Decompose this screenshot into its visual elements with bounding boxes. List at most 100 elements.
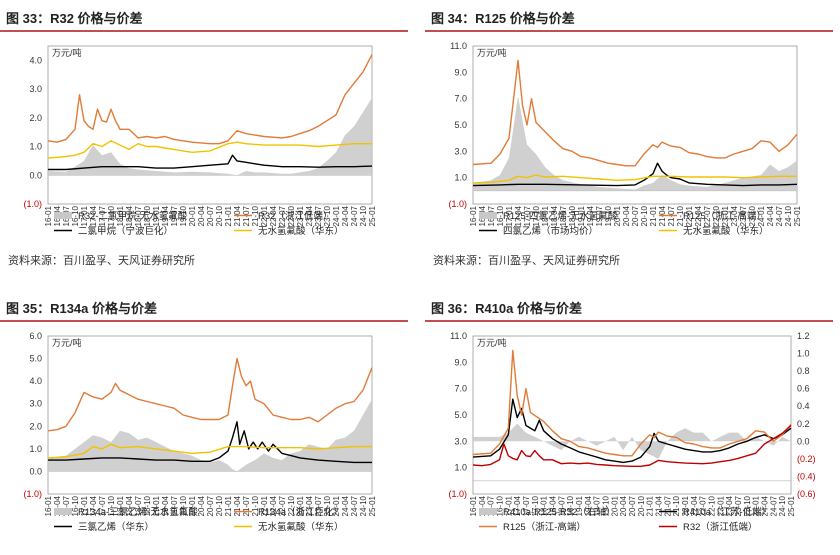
x-tick-label: 23-07 <box>739 205 748 226</box>
x-tick-label: 21-01 <box>224 205 233 226</box>
x-tick-label: 20-10 <box>215 205 224 226</box>
y2-tick-label: 0.2 <box>797 419 810 429</box>
x-tick-label: 17-10 <box>532 205 541 226</box>
x-tick-label: 17-01 <box>505 205 514 226</box>
series-line <box>472 162 798 187</box>
x-tick-label: 16-01 <box>469 495 478 516</box>
title-rule <box>0 320 408 322</box>
x-tick-label: 25-01 <box>793 205 802 226</box>
source-note: 资料来源：百川盈孚、天风证券研究所 <box>8 255 195 267</box>
y-tick-label: 11.0 <box>450 331 467 341</box>
x-tick-label: 21-01 <box>649 205 658 226</box>
y-tick-label: 5.0 <box>454 410 467 420</box>
x-tick-label: 24-07 <box>769 495 778 516</box>
y-tick-label: (1.0) <box>23 489 42 499</box>
x-tick-label: 22-07 <box>699 495 708 516</box>
x-tick-label: 18-10 <box>566 495 575 516</box>
x-tick-label: 22-07 <box>703 205 712 226</box>
x-tick-label: 19-01 <box>577 205 586 226</box>
x-tick-label: 20-01 <box>610 495 619 516</box>
x-tick-label: 24-04 <box>341 495 350 516</box>
x-tick-label: 16-07 <box>487 495 496 516</box>
chart-panel-fig36: 图 36：R410a 价格与价差 万元/吨 (1.0) 1.0 3.0 5.0 7.0 9.… <box>425 298 840 555</box>
x-tick-label: 23-10 <box>323 205 332 226</box>
x-tick-label: 17-04 <box>89 495 98 516</box>
x-tick-label: 18-07 <box>134 495 143 516</box>
legend-label: R32-二氯甲烷-无水氢氟酸 <box>78 210 188 222</box>
x-tick-label: 24-07 <box>350 495 359 516</box>
x-tick-label: 24-01 <box>752 495 761 516</box>
x-tick-label: 23-04 <box>725 495 734 516</box>
x-tick-label: 23-10 <box>743 495 752 516</box>
x-tick-label: 16-10 <box>496 495 505 516</box>
x-tick-label: 19-04 <box>161 205 170 226</box>
x-tick-label: 20-10 <box>640 205 649 226</box>
series-line <box>47 357 373 432</box>
y-tick-label: 7.0 <box>454 94 467 104</box>
series-line <box>472 59 798 167</box>
x-tick-label: 19-07 <box>595 205 604 226</box>
x-tick-label: 17-01 <box>80 495 89 516</box>
x-tick-label: 22-04 <box>269 495 278 516</box>
x-tick-label: 18-07 <box>559 205 568 226</box>
series-line <box>48 154 373 171</box>
x-tick-label: 24-10 <box>359 495 368 516</box>
title-rule <box>0 30 408 32</box>
x-tick-label: 16-04 <box>478 495 487 516</box>
x-tick-label: 22-04 <box>694 205 703 226</box>
x-tick-label: 20-07 <box>206 495 215 516</box>
y-tick-label: (1.0) <box>23 199 42 209</box>
x-tick-label: 18-07 <box>134 205 143 226</box>
x-tick-label: 22-01 <box>260 205 269 226</box>
legend-label: R125（浙江-高端） <box>683 210 766 222</box>
legend-label: 三氯乙烯（华东） <box>78 521 154 533</box>
legend-swatch <box>479 212 497 219</box>
x-tick-label: 21-04 <box>655 495 664 516</box>
x-tick-label: 18-04 <box>549 495 558 516</box>
x-tick-label: 24-04 <box>341 205 350 226</box>
legend-swatch <box>479 508 497 515</box>
x-tick-label: 19-01 <box>152 495 161 516</box>
x-tick-label: 23-01 <box>721 205 730 226</box>
x-tick-label: 24-04 <box>766 205 775 226</box>
x-tick-label: 20-04 <box>197 495 206 516</box>
chart-panel-fig34: 图 34：R125 价格与价差 万元/吨 (1.0) 1.0 3.0 5.0 7.0 9.0… <box>425 8 840 268</box>
y-tick-label: 2.0 <box>29 421 42 431</box>
x-tick-label: 17-07 <box>523 205 532 226</box>
x-tick-label: 19-10 <box>179 495 188 516</box>
y-tick-label: 1.0 <box>29 444 42 454</box>
x-tick-label: 16-07 <box>62 495 71 516</box>
y-tick-label: 3.0 <box>454 146 467 156</box>
y-tick-label: 4.0 <box>29 376 42 386</box>
x-tick-label: 22-10 <box>712 205 721 226</box>
chart-svg-fig35: 万元/吨 (1.0) 0.0 1.0 2.0 3.0 4.0 5.0 6.0 16-01 16-04… <box>23 331 377 533</box>
x-tick-label: 21-01 <box>646 495 655 516</box>
x-tick-label: 24-10 <box>784 205 793 226</box>
x-tick-label: 21-10 <box>251 205 260 226</box>
x-tick-label: 19-10 <box>179 205 188 226</box>
x-tick-label: 22-07 <box>278 205 287 226</box>
x-tick-label: 17-01 <box>80 205 89 226</box>
legend-swatch <box>54 212 72 219</box>
y-tick-label: 3.0 <box>29 399 42 409</box>
y-tick-label: 11.0 <box>450 41 467 51</box>
x-tick-label: 18-04 <box>125 495 134 516</box>
y-tick-label: 5.0 <box>454 120 467 130</box>
series-line <box>47 443 372 459</box>
x-tick-label: 18-10 <box>143 205 152 226</box>
plot-frame <box>47 45 373 205</box>
y2-tick-label: (0.4) <box>797 471 816 481</box>
x-tick-label: 21-04 <box>233 495 242 516</box>
x-tick-label: 25-01 <box>368 495 377 516</box>
unit-label: 万元/吨 <box>477 337 507 348</box>
x-tick-label: 20-04 <box>619 495 628 516</box>
legend-label: R125-四氯乙烯-无水氢氟酸 <box>503 210 618 222</box>
x-tick-label: 25-01 <box>787 495 796 516</box>
x-tick-label: 22-01 <box>260 495 269 516</box>
y2-tick-label: 1.0 <box>797 349 810 359</box>
series-line <box>48 421 372 464</box>
series-line <box>472 174 797 184</box>
chart-title: 图 36：R410a 价格与价差 <box>431 301 582 316</box>
x-tick-label: 18-01 <box>116 205 125 226</box>
x-tick-label: 18-01 <box>540 495 549 516</box>
